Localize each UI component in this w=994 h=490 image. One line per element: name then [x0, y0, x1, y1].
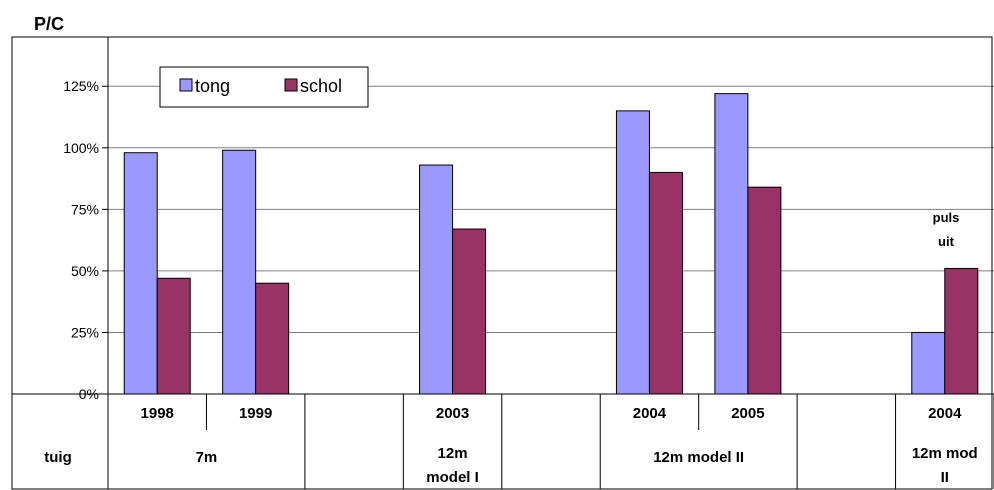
y-tick-label: 125%: [63, 78, 99, 94]
bar-schol-3: [452, 228, 487, 395]
bar-schol-1: [255, 282, 290, 395]
category-label: 2004: [633, 405, 667, 422]
bar-tong-5: [615, 110, 650, 395]
y-tick-label: 50%: [71, 263, 99, 279]
legend-swatch-tong: [179, 78, 193, 92]
bar-schol-8: [944, 267, 979, 395]
group-label-line2: II: [941, 469, 949, 486]
bar-tong-8: [911, 331, 946, 395]
chart-title: P/C: [34, 14, 64, 34]
category-label: 1998: [141, 405, 174, 422]
y-tick-label: 75%: [71, 201, 99, 217]
category-table: 1998 1999 2003 2004 2005 2004 tuig 7m 12m model I…: [44, 394, 994, 489]
legend-box: [159, 66, 369, 108]
bar-schol-6: [747, 186, 782, 395]
bars: [123, 93, 979, 395]
y-tick-label: 100%: [63, 140, 99, 156]
group-label: 7m: [196, 449, 218, 466]
category-label: 2005: [731, 405, 764, 422]
category-label: 1999: [239, 405, 272, 422]
bar-tong-3: [419, 164, 454, 395]
legend: tong schol: [159, 66, 369, 108]
legend-swatch-schol: [284, 78, 298, 92]
bar-tong-1: [222, 149, 257, 395]
category-label: 2004: [928, 405, 962, 422]
group-label-line2: model I: [426, 469, 479, 486]
legend-label-schol: schol: [300, 76, 342, 96]
group-label: 12m model II: [653, 449, 744, 466]
y-tick-label: 25%: [71, 324, 99, 340]
row-label-tuig: tuig: [44, 449, 72, 466]
bar-tong-6: [714, 93, 749, 395]
annotation-line1: puls: [933, 210, 960, 225]
bar-tong-0: [123, 152, 158, 395]
bar-schol-0: [156, 277, 191, 395]
group-label: 12m mod: [912, 445, 978, 462]
group-label: 12m: [438, 445, 468, 462]
category-label: 2003: [436, 405, 469, 422]
annotation-line2: uit: [938, 234, 955, 249]
bar-schol-5: [648, 171, 683, 395]
legend-label-tong: tong: [195, 76, 230, 96]
